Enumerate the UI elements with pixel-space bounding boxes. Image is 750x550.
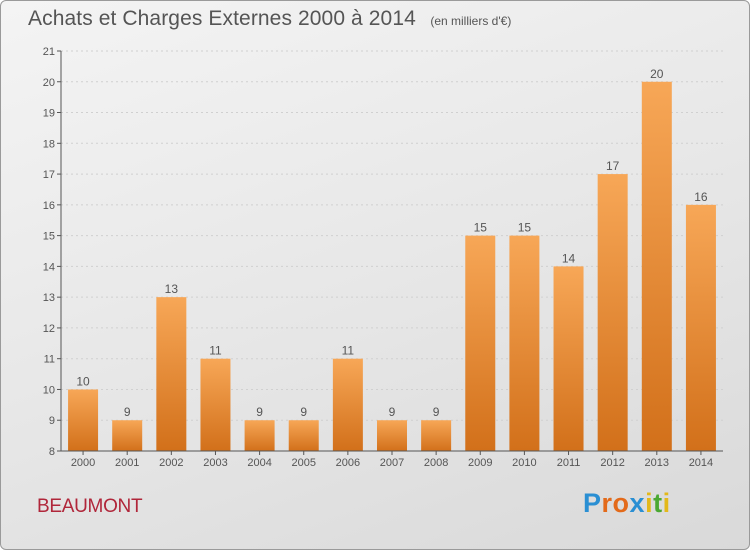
x-tick-label: 2008 (424, 457, 448, 469)
logo-letter: o (612, 488, 630, 518)
bar-value-label: 10 (76, 374, 90, 388)
y-tick-label: 8 (49, 446, 55, 458)
x-tick-label: 2013 (645, 457, 669, 469)
bar (553, 266, 584, 451)
bar (685, 204, 716, 451)
bar-value-label: 17 (606, 159, 620, 173)
bar (641, 81, 672, 452)
bar-value-label: 9 (256, 405, 263, 419)
x-tick-label: 2011 (557, 457, 581, 469)
bar (332, 358, 363, 451)
x-tick-label: 2002 (159, 457, 183, 469)
bar-value-label: 11 (342, 344, 355, 358)
x-tick-label: 2012 (600, 457, 624, 469)
bar (200, 358, 231, 451)
x-tick-label: 2000 (71, 457, 95, 469)
y-tick-label: 13 (43, 292, 55, 304)
y-tick-label: 14 (43, 261, 55, 273)
y-tick-label: 20 (43, 77, 55, 89)
bar-value-label: 14 (562, 251, 576, 265)
y-tick-label: 9 (49, 415, 55, 427)
y-tick-label: 12 (43, 323, 55, 335)
bar (68, 389, 99, 451)
bar-value-label: 9 (433, 405, 440, 419)
y-tick-label: 18 (43, 138, 55, 150)
bar (509, 235, 540, 451)
logo-letter: t (653, 488, 663, 518)
title-row: Achats et Charges Externes 2000 à 2014 (… (28, 7, 511, 31)
axis-layer: 8 9 10 11 12 13 14 15 16 17 18 19 20 21 2000 2001 2002 20… (43, 46, 723, 469)
x-tick-label: 2014 (689, 457, 713, 469)
bar (377, 420, 407, 451)
commune-name: BEAUMONT (37, 496, 143, 517)
bar (465, 235, 496, 451)
x-tick-label: 2003 (203, 457, 227, 469)
x-tick-label: 2004 (247, 457, 271, 469)
x-tick-label: 2009 (468, 457, 492, 469)
bar-value-label: 20 (650, 67, 664, 81)
bar-value-label: 13 (165, 282, 179, 296)
x-tick-label: 2007 (380, 457, 404, 469)
x-tick-label: 2001 (115, 457, 139, 469)
bar-value-label: 15 (518, 221, 532, 235)
y-tick-label: 17 (43, 169, 55, 181)
y-tick-label: 10 (43, 384, 55, 396)
x-tick-label: 2006 (336, 457, 360, 469)
chart-title: Achats et Charges Externes 2000 à 2014 (28, 7, 416, 30)
logo-letter: i (645, 488, 654, 518)
bar-value-label: 9 (300, 405, 307, 419)
bar (156, 297, 187, 451)
bar (244, 420, 275, 451)
y-tick-label: 19 (43, 108, 55, 120)
bar-value-label: 9 (389, 405, 396, 419)
y-tick-label: 21 (43, 46, 55, 58)
logo-letter: i (662, 488, 671, 518)
y-tick-label: 16 (43, 200, 55, 212)
bar-layer (68, 81, 716, 452)
y-tick-label: 15 (43, 231, 55, 243)
bar-value-label: 15 (474, 221, 488, 235)
chart-subtitle: (en milliers d'€) (430, 14, 512, 28)
x-tick-label: 2010 (512, 457, 536, 469)
bar (421, 420, 452, 451)
bar-value-label: 16 (694, 190, 708, 204)
logo-letter: x (629, 488, 646, 518)
proxiti-logo: Proxiti (583, 488, 671, 519)
bar (288, 420, 319, 451)
bar-value-label: 9 (124, 405, 131, 419)
bar (112, 420, 143, 451)
bar-value-label: 11 (209, 344, 222, 358)
bar (597, 174, 628, 452)
logo-letter: P (583, 488, 602, 518)
label-layer: 10 9 13 11 9 9 11 9 9 15 15 14 17 20 16 (76, 67, 708, 419)
x-tick-label: 2005 (291, 457, 315, 469)
y-tick-label: 11 (44, 354, 55, 366)
logo-letter: r (601, 488, 613, 518)
